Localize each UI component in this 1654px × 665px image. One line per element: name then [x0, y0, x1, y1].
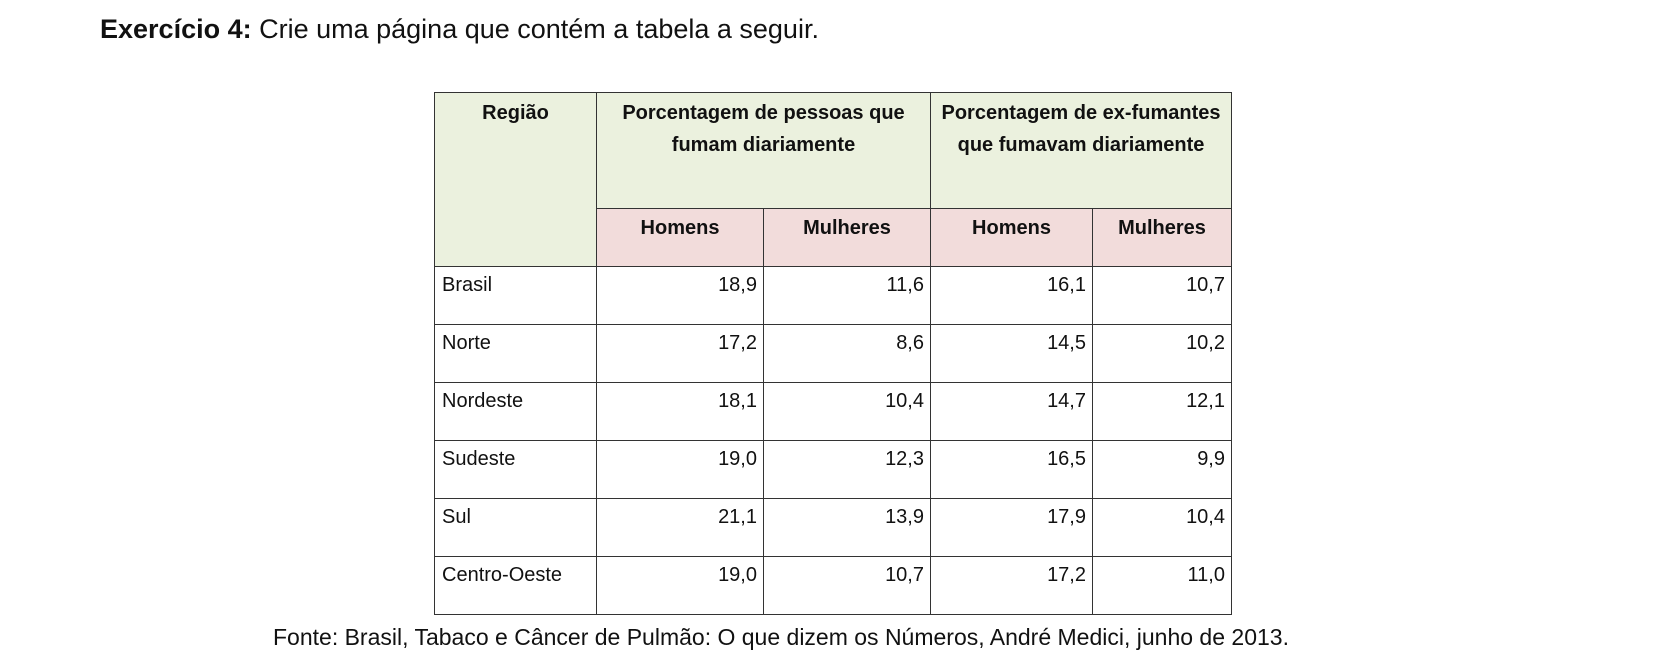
subheader-women: Mulheres	[763, 208, 931, 267]
table-subheader-row: Homens Mulheres Homens Mulheres	[435, 208, 1232, 267]
cell-value: 18,1	[596, 382, 764, 441]
row-region: Sudeste	[434, 440, 597, 499]
exercise-instruction: Crie uma página que contém a tabela a se…	[251, 14, 819, 44]
smoking-table: Região Porcentagem de pessoas que fumam …	[434, 92, 1232, 615]
cell-value: 11,6	[763, 266, 931, 325]
cell-value: 21,1	[596, 498, 764, 557]
subheader-women: Mulheres	[1092, 208, 1232, 267]
cell-value: 11,0	[1092, 556, 1232, 615]
table-row: Sul 21,1 13,9 17,9 10,4	[434, 498, 1232, 557]
cell-value: 10,2	[1092, 324, 1232, 383]
cell-value: 12,1	[1092, 382, 1232, 441]
cell-value: 13,9	[763, 498, 931, 557]
cell-value: 17,2	[596, 324, 764, 383]
table-row: Sudeste 19,0 12,3 16,5 9,9	[434, 440, 1232, 499]
subheader-men: Homens	[596, 208, 764, 267]
table-row: Nordeste 18,1 10,4 14,7 12,1	[434, 382, 1232, 441]
exercise-heading: Exercício 4: Crie uma página que contém …	[100, 10, 819, 48]
table-header-row: Região Porcentagem de pessoas que fumam …	[434, 92, 1232, 267]
exercise-label: Exercício 4:	[100, 14, 252, 44]
cell-value: 10,7	[1092, 266, 1232, 325]
header-daily-smokers: Porcentagem de pessoas que fumam diariam…	[596, 92, 931, 209]
cell-value: 18,9	[596, 266, 764, 325]
cell-value: 17,9	[930, 498, 1093, 557]
cell-value: 10,4	[1092, 498, 1232, 557]
header-region: Região	[434, 92, 597, 267]
cell-value: 19,0	[596, 556, 764, 615]
cell-value: 10,4	[763, 382, 931, 441]
row-region: Brasil	[434, 266, 597, 325]
cell-value: 14,5	[930, 324, 1093, 383]
cell-value: 16,5	[930, 440, 1093, 499]
cell-value: 10,7	[763, 556, 931, 615]
cell-value: 16,1	[930, 266, 1093, 325]
source-citation: Fonte: Brasil, Tabaco e Câncer de Pulmão…	[273, 624, 1289, 650]
cell-value: 9,9	[1092, 440, 1232, 499]
cell-value: 14,7	[930, 382, 1093, 441]
table-row: Centro-Oeste 19,0 10,7 17,2 11,0	[434, 556, 1232, 615]
table-row: Norte 17,2 8,6 14,5 10,2	[434, 324, 1232, 383]
row-region: Norte	[434, 324, 597, 383]
header-ex-smokers: Porcentagem de ex-fumantes que fumavam d…	[930, 92, 1232, 209]
subheader-men: Homens	[930, 208, 1093, 267]
cell-value: 12,3	[763, 440, 931, 499]
table-row: Brasil 18,9 11,6 16,1 10,7	[434, 266, 1232, 325]
cell-value: 8,6	[763, 324, 931, 383]
cell-value: 19,0	[596, 440, 764, 499]
row-region: Nordeste	[434, 382, 597, 441]
row-region: Centro-Oeste	[434, 556, 597, 615]
row-region: Sul	[434, 498, 597, 557]
cell-value: 17,2	[930, 556, 1093, 615]
